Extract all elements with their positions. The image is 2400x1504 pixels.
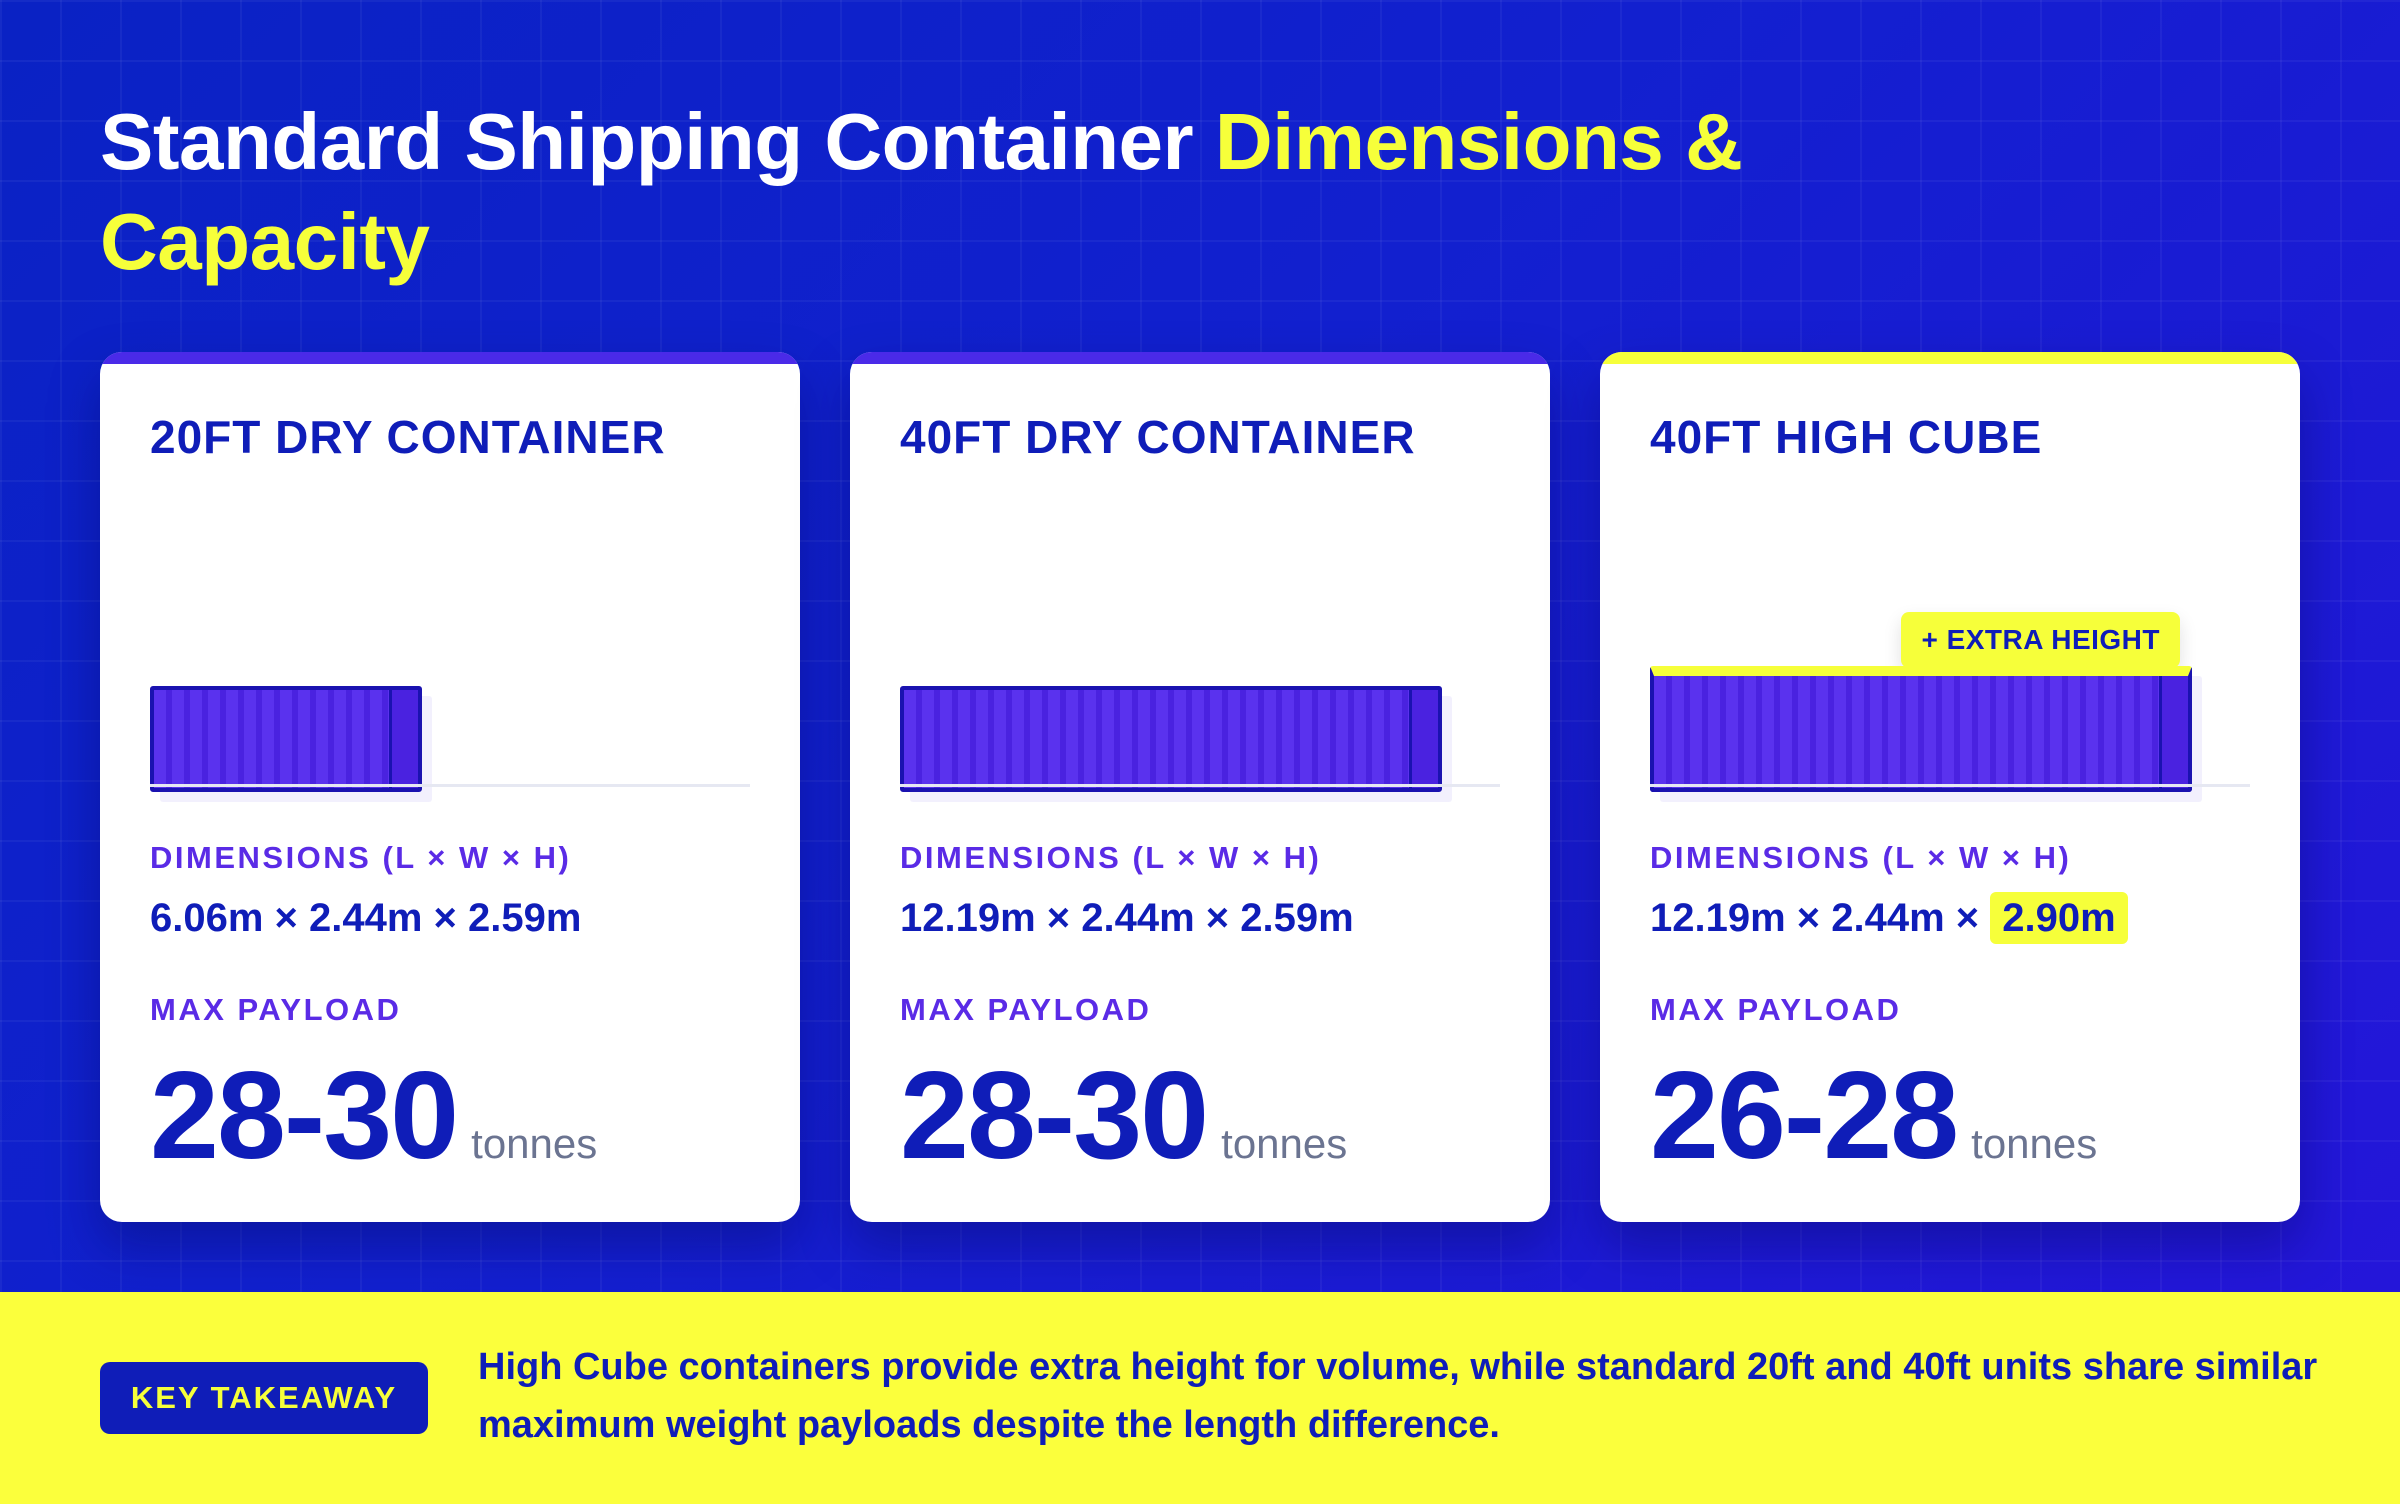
- key-takeaway-badge: KEY TAKEAWAY: [100, 1362, 428, 1434]
- container-door-icon: [2159, 676, 2188, 788]
- card-divider: [900, 784, 1500, 787]
- extra-height-badge: + EXTRA HEIGHT: [1901, 612, 2180, 680]
- container-20ft-icon: [150, 686, 422, 792]
- takeaway-footer: KEY TAKEAWAY High Cube containers provid…: [0, 1292, 2400, 1504]
- dimensions-text: 12.19m × 2.44m ×: [1650, 896, 1991, 940]
- payload-unit: tonnes: [471, 1120, 598, 1167]
- payload-label: MAX PAYLOAD: [1650, 992, 1902, 1027]
- title-main: Standard Shipping Container: [100, 97, 1215, 186]
- payload-label: MAX PAYLOAD: [900, 992, 1152, 1027]
- container-illustration: + EXTRA HEIGHT: [1650, 612, 2250, 792]
- height-highlight: 2.90m: [1990, 892, 2128, 944]
- card-40ft-high-cube: 40FT HIGH CUBE + EXTRA HEIGHT DIMENSIONS…: [1600, 352, 2300, 1222]
- dimensions-value: 6.06m × 2.44m × 2.59m: [150, 896, 581, 941]
- card-top-bar: [850, 352, 1550, 364]
- payload-number: 28-30: [150, 1047, 459, 1185]
- payload-unit: tonnes: [1221, 1120, 1348, 1167]
- container-illustration: [900, 612, 1500, 792]
- card-top-bar: [100, 352, 800, 364]
- card-divider: [150, 784, 750, 787]
- card-top-bar: [1600, 352, 2300, 364]
- card-20ft-dry: 20FT DRY CONTAINER DIMENSIONS (L × W × H…: [100, 352, 800, 1222]
- dimensions-value: 12.19m × 2.44m × 2.90m: [1650, 892, 2128, 944]
- payload-number: 26-28: [1650, 1047, 1959, 1185]
- dimensions-label: DIMENSIONS (L × W × H): [150, 840, 572, 875]
- dimensions-label: DIMENSIONS (L × W × H): [900, 840, 1322, 875]
- payload-value: 26-28 tonnes: [1650, 1046, 2097, 1186]
- card-divider: [1650, 784, 2250, 787]
- hero-section: Standard Shipping Container Dimensions &…: [0, 0, 2400, 1292]
- container-illustration: [150, 612, 750, 792]
- dimensions-text: 6.06m × 2.44m × 2.59m: [150, 896, 582, 940]
- payload-unit: tonnes: [1971, 1120, 2098, 1167]
- payload-label: MAX PAYLOAD: [150, 992, 402, 1027]
- container-door-icon: [389, 690, 418, 788]
- payload-number: 28-30: [900, 1047, 1209, 1185]
- dimensions-label: DIMENSIONS (L × W × H): [1650, 840, 2072, 875]
- container-40ft-icon: [900, 686, 1442, 792]
- card-title: 40FT HIGH CUBE: [1650, 411, 2043, 463]
- payload-value: 28-30 tonnes: [150, 1046, 597, 1186]
- card-title: 20FT DRY CONTAINER: [150, 411, 666, 463]
- container-high-cube-icon: [1650, 666, 2192, 792]
- card-title: 40FT DRY CONTAINER: [900, 411, 1416, 463]
- card-40ft-dry: 40FT DRY CONTAINER DIMENSIONS (L × W × H…: [850, 352, 1550, 1222]
- dimensions-value: 12.19m × 2.44m × 2.59m: [900, 896, 1354, 941]
- page-title: Standard Shipping Container Dimensions &…: [100, 92, 2000, 292]
- dimensions-text: 12.19m × 2.44m × 2.59m: [900, 896, 1354, 940]
- title-accent: Dimensions & Capacity: [100, 97, 1743, 286]
- payload-value: 28-30 tonnes: [900, 1046, 1347, 1186]
- takeaway-text: High Cube containers provide extra heigh…: [478, 1346, 2318, 1446]
- container-door-icon: [1409, 690, 1438, 788]
